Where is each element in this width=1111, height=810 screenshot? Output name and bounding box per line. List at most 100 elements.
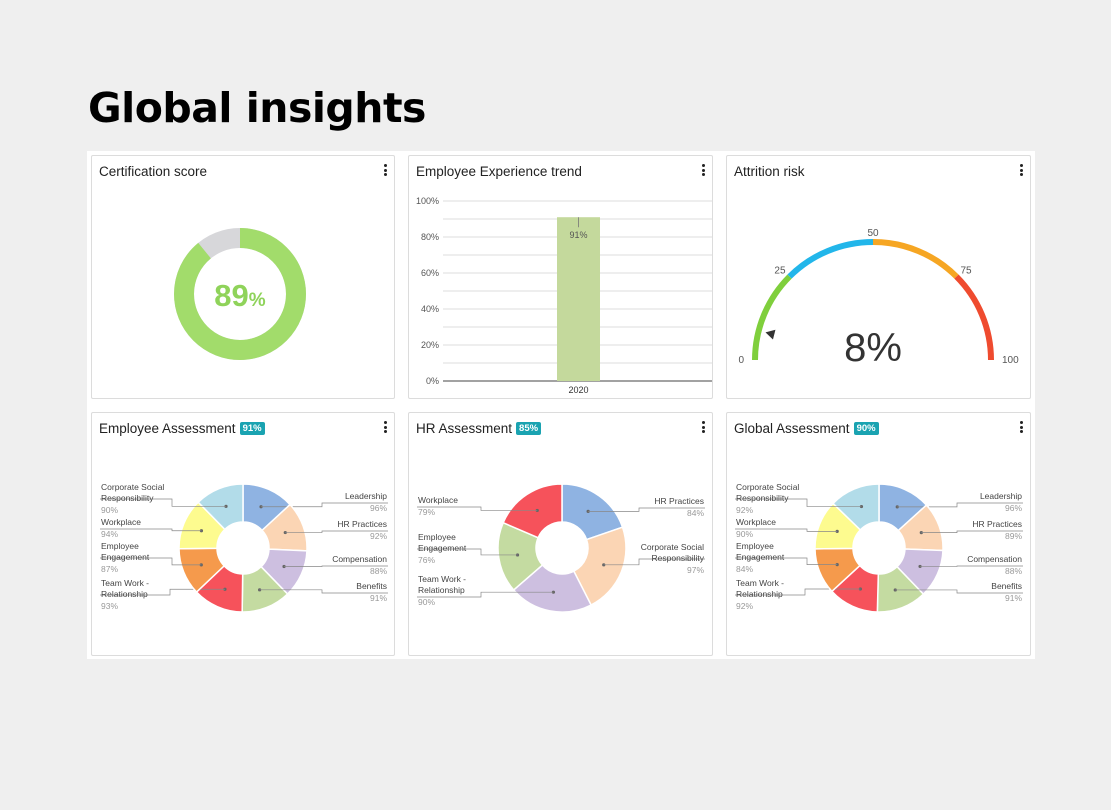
slice-value: 96% [1005, 503, 1022, 513]
slice-value: 97% [687, 565, 704, 575]
label-dot [893, 588, 897, 592]
slice-label: Team Work - [736, 578, 784, 588]
label-leader [285, 530, 388, 533]
slice-value: 90% [418, 597, 435, 607]
slice-label: Relationship [101, 589, 148, 599]
kebab-menu-icon[interactable] [381, 421, 389, 435]
label-leader [895, 589, 1023, 594]
card-title-text: Attrition risk [734, 164, 805, 179]
gauge-band [752, 274, 792, 361]
y-tick-label: 40% [421, 304, 439, 314]
gauge-tick-label: 25 [774, 266, 786, 277]
slice-label: Leadership [345, 491, 387, 501]
global-assessment-card: Global Assessment 90% Leadership 96% HR Pr… [726, 412, 1031, 656]
slice-label: Relationship [736, 589, 783, 599]
card-title-text: Global Assessment [734, 421, 850, 436]
pie-slice-workplace [502, 483, 563, 539]
y-tick-label: 60% [421, 268, 439, 278]
score-badge: 85% [516, 422, 542, 435]
label-dot [835, 563, 839, 567]
slice-label: Responsibility [101, 493, 154, 503]
slice-label: Workplace [418, 495, 458, 505]
slice-label: Team Work - [101, 578, 149, 588]
gauge-pointer-icon [765, 329, 776, 340]
label-dot [283, 530, 287, 535]
hr-assessment-card: HR Assessment 85% HR Practices 84% Corpora… [408, 412, 713, 656]
y-tick-label: 100% [416, 196, 439, 206]
slice-label: Responsibility [652, 553, 705, 563]
slice-label: Compensation [967, 554, 1022, 564]
slice-value: 88% [1005, 566, 1022, 576]
slice-value: 92% [736, 505, 753, 515]
certification-score-card: Certification score 89% [91, 155, 395, 399]
label-leader [735, 498, 862, 507]
global-assessment-title: Global Assessment 90% [734, 421, 879, 436]
card-title-text: HR Assessment [416, 421, 513, 436]
slice-label: Compensation [332, 554, 387, 564]
bar-data-label: 91% [569, 230, 587, 240]
hr-assessment-pie: HR Practices 84% Corporate SocialResponsib… [417, 483, 705, 613]
kebab-menu-icon[interactable] [699, 164, 707, 178]
slice-label: Corporate Social [736, 482, 799, 492]
label-dot [858, 587, 862, 591]
label-leader [417, 548, 518, 556]
slice-value: 84% [736, 564, 753, 574]
label-leader [100, 498, 227, 507]
x-tick-label: 2020 [568, 385, 588, 395]
slice-value: 94% [101, 529, 118, 539]
slice-value: 93% [101, 601, 118, 611]
attrition-gauge: 8% 0 25 50 75 100 [738, 228, 1019, 370]
kebab-menu-icon[interactable] [699, 421, 707, 435]
certification-value: 89% [214, 278, 265, 313]
kebab-menu-icon[interactable] [1017, 421, 1025, 435]
y-tick-label: 20% [421, 340, 439, 350]
slice-label: Benefits [991, 581, 1022, 591]
attrition-risk-title: Attrition risk [734, 164, 805, 179]
card-title-text: Employee Experience trend [416, 164, 582, 179]
slice-value: 89% [1005, 531, 1022, 541]
slice-label: Corporate Social [101, 482, 164, 492]
label-dot [918, 564, 922, 569]
slice-value: 91% [370, 593, 387, 603]
slice-value: 92% [736, 601, 753, 611]
slice-label: Leadership [980, 491, 1022, 501]
donut-fill [174, 228, 306, 360]
slice-label: Relationship [418, 585, 465, 595]
gauge-band [787, 239, 874, 279]
label-leader [735, 557, 838, 565]
slice-value: 76% [418, 555, 435, 565]
slice-label: Employee [101, 541, 139, 551]
slice-label: HR Practices [337, 519, 387, 529]
label-dot [515, 553, 520, 557]
y-tick-label: 80% [421, 232, 439, 242]
employee-assessment-pie: Leadership 96% HR Practices 92% Compensation… [100, 482, 388, 613]
slice-label: Engagement [418, 543, 467, 553]
label-dot [602, 563, 606, 567]
card-title-text: Certification score [99, 164, 208, 179]
score-badge: 91% [239, 422, 265, 435]
slice-value: 90% [101, 505, 118, 515]
kebab-menu-icon[interactable] [381, 164, 389, 178]
label-leader [259, 589, 388, 594]
certification-value-number: 89 [214, 278, 248, 313]
label-leader [100, 528, 202, 532]
slice-label: Workplace [736, 517, 776, 527]
label-leader [588, 507, 705, 512]
slice-value: 96% [370, 503, 387, 513]
kebab-menu-icon[interactable] [1017, 164, 1025, 178]
gauge-tick-label: 50 [867, 228, 879, 239]
card-title-text: Employee Assessment [99, 421, 236, 436]
slice-label: Workplace [101, 517, 141, 527]
certification-donut: 89% [174, 228, 306, 360]
slice-value: 87% [101, 564, 118, 574]
slice-label-team-work: Team Work - [418, 574, 466, 584]
label-dot [835, 529, 839, 533]
y-tick-label: 0% [426, 376, 439, 386]
label-leader [921, 530, 1023, 533]
attrition-value: 8% [844, 326, 902, 370]
slice-value: 92% [370, 531, 387, 541]
label-leader [603, 558, 705, 566]
label-leader [417, 506, 538, 511]
slice-value: 90% [736, 529, 753, 539]
dashboard-board: Certification score 89% Employee Experie… [87, 151, 1035, 659]
